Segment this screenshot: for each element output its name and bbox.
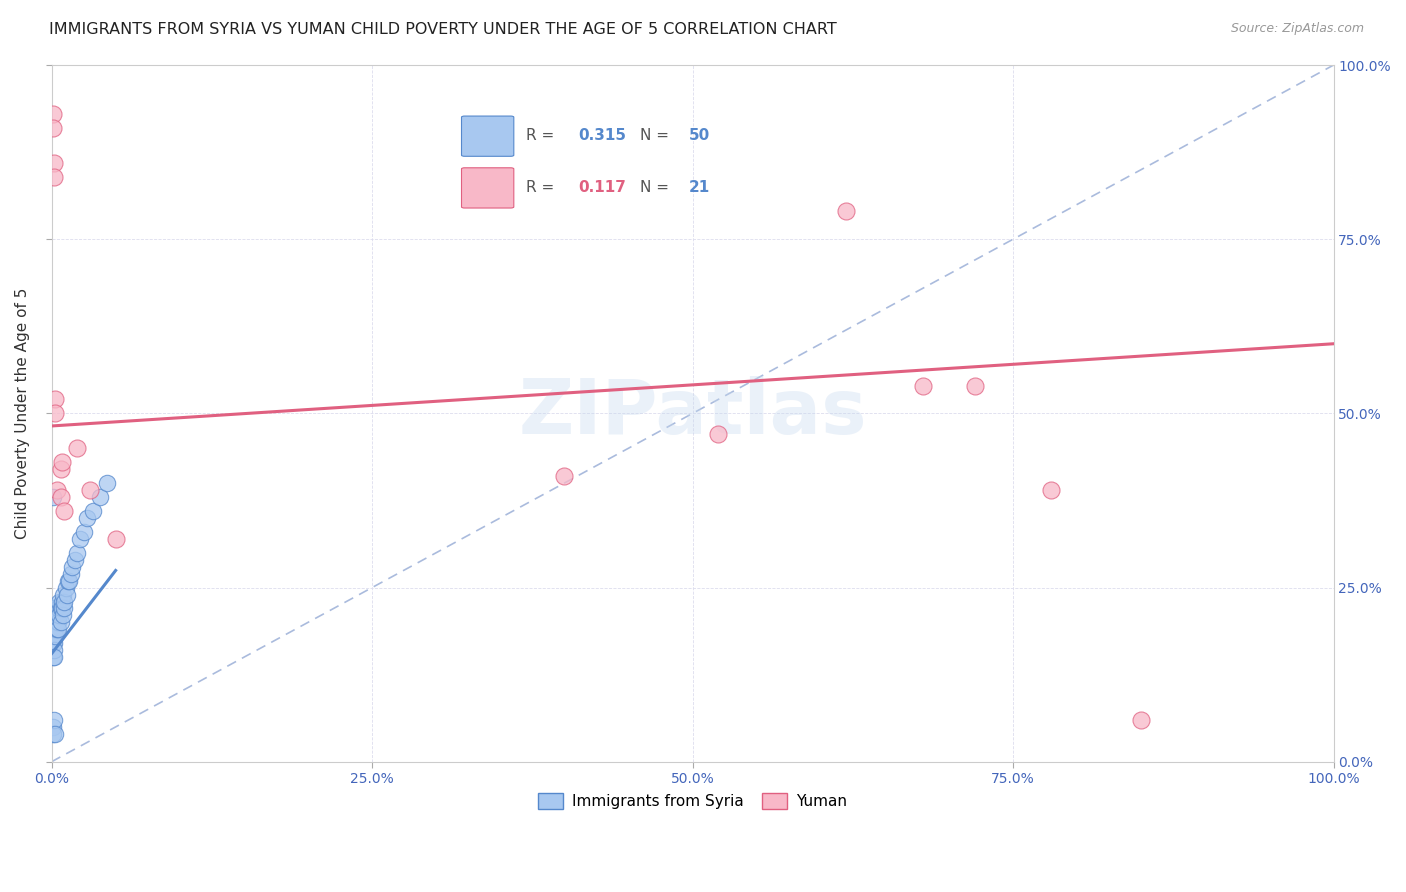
Point — [53, 504, 76, 518]
Point — [42, 601, 65, 615]
Point — [72, 524, 94, 539]
Point — [58, 574, 80, 588]
Point — [104, 532, 127, 546]
Point — [42, 615, 65, 630]
Legend: Immigrants from Syria, Yuman: Immigrants from Syria, Yuman — [533, 788, 853, 815]
Point — [42, 636, 65, 650]
Point — [45, 623, 67, 637]
Point — [42, 169, 65, 184]
Point — [42, 490, 65, 504]
Point — [55, 581, 77, 595]
Point — [42, 623, 65, 637]
Point — [1040, 483, 1063, 497]
Point — [66, 442, 89, 456]
Point — [69, 532, 91, 546]
Y-axis label: Child Poverty Under the Age of 5: Child Poverty Under the Age of 5 — [15, 288, 30, 539]
Point — [48, 608, 70, 623]
Point — [49, 615, 72, 630]
Point — [63, 552, 86, 566]
Point — [912, 378, 935, 392]
Point — [59, 566, 82, 581]
Point — [51, 601, 73, 615]
Point — [51, 594, 73, 608]
Point — [42, 713, 65, 727]
Point — [42, 601, 65, 615]
Point — [42, 650, 65, 665]
Point — [49, 490, 72, 504]
Point — [42, 720, 65, 734]
Point — [42, 636, 65, 650]
Point — [42, 107, 65, 121]
Point — [42, 120, 65, 135]
Text: IMMIGRANTS FROM SYRIA VS YUMAN CHILD POVERTY UNDER THE AGE OF 5 CORRELATION CHAR: IMMIGRANTS FROM SYRIA VS YUMAN CHILD POV… — [49, 22, 837, 37]
Point — [963, 378, 986, 392]
Point — [42, 155, 65, 169]
Point — [79, 483, 101, 497]
Point — [835, 204, 858, 219]
Point — [44, 601, 66, 615]
Point — [58, 574, 80, 588]
Point — [56, 588, 79, 602]
Point — [707, 427, 730, 442]
Point — [51, 455, 73, 469]
Point — [42, 615, 65, 630]
Point — [44, 623, 66, 637]
Point — [45, 608, 67, 623]
Text: ZIPatlas: ZIPatlas — [519, 376, 868, 450]
Point — [66, 546, 89, 560]
Point — [82, 504, 104, 518]
Point — [89, 490, 111, 504]
Point — [42, 727, 65, 741]
Point — [46, 601, 69, 615]
Point — [49, 462, 72, 476]
Point — [42, 629, 65, 643]
Point — [45, 483, 67, 497]
Point — [60, 559, 83, 574]
Point — [44, 727, 66, 741]
Point — [44, 406, 66, 420]
Point — [96, 476, 118, 491]
Point — [553, 469, 575, 483]
Point — [42, 650, 65, 665]
Point — [46, 615, 69, 630]
Point — [45, 615, 67, 630]
Point — [52, 588, 75, 602]
Text: Source: ZipAtlas.com: Source: ZipAtlas.com — [1230, 22, 1364, 36]
Point — [52, 608, 75, 623]
Point — [53, 601, 76, 615]
Point — [53, 594, 76, 608]
Point — [42, 643, 65, 657]
Point — [1130, 713, 1153, 727]
Point — [44, 629, 66, 643]
Point — [44, 392, 66, 407]
Point — [76, 511, 98, 525]
Point — [44, 608, 66, 623]
Point — [46, 623, 69, 637]
Point — [48, 594, 70, 608]
Point — [49, 601, 72, 615]
